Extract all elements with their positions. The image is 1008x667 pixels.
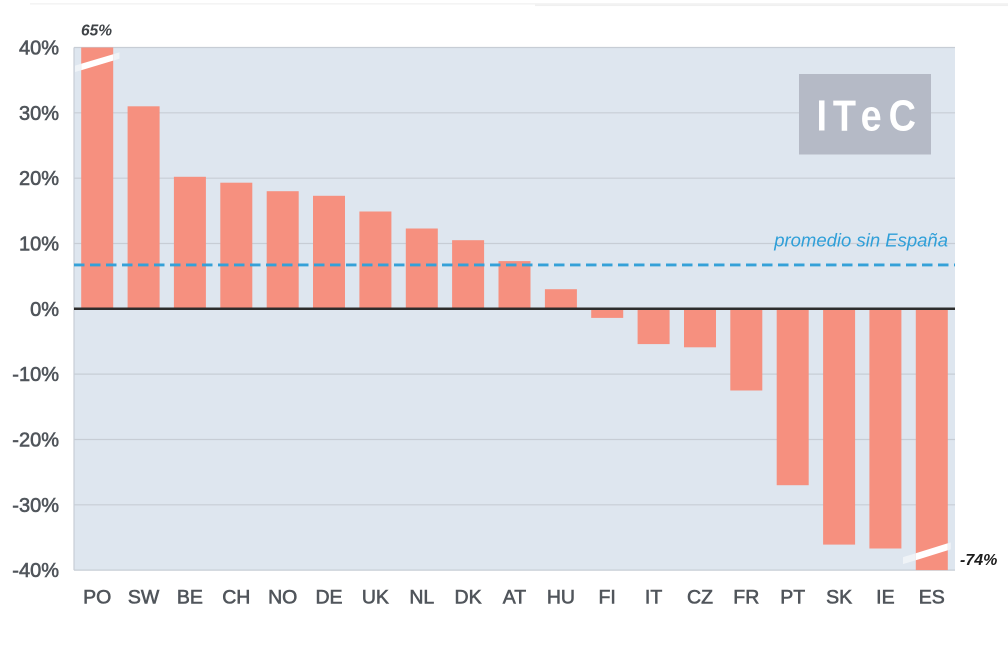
- svg-text:-20%: -20%: [12, 430, 59, 452]
- svg-text:I: I: [817, 91, 828, 140]
- svg-text:-10%: -10%: [12, 364, 59, 386]
- svg-text:DK: DK: [455, 587, 482, 609]
- svg-text:IE: IE: [876, 587, 894, 609]
- svg-text:0%: 0%: [30, 299, 59, 321]
- svg-text:20%: 20%: [19, 168, 59, 190]
- svg-text:NL: NL: [409, 587, 434, 609]
- svg-text:UK: UK: [362, 587, 389, 609]
- svg-text:C: C: [889, 91, 916, 140]
- svg-text:HU: HU: [547, 587, 575, 609]
- svg-text:-40%: -40%: [12, 560, 59, 582]
- svg-text:IT: IT: [645, 587, 662, 609]
- svg-text:FI: FI: [599, 587, 616, 609]
- svg-text:e: e: [861, 91, 882, 140]
- svg-text:30%: 30%: [19, 103, 59, 125]
- svg-text:BE: BE: [177, 587, 203, 609]
- svg-text:FR: FR: [733, 587, 759, 609]
- svg-text:T: T: [833, 91, 856, 140]
- svg-text:PO: PO: [83, 587, 111, 609]
- svg-text:CH: CH: [222, 587, 250, 609]
- svg-text:SK: SK: [826, 587, 852, 609]
- svg-text:ES: ES: [919, 587, 945, 609]
- svg-text:SW: SW: [128, 587, 160, 609]
- svg-text:CZ: CZ: [687, 587, 713, 609]
- svg-text:AT: AT: [503, 587, 527, 609]
- svg-text:10%: 10%: [19, 234, 59, 256]
- svg-text:65%: 65%: [81, 23, 112, 40]
- svg-text:40%: 40%: [19, 38, 59, 60]
- svg-text:promedio sin España: promedio sin España: [773, 230, 948, 251]
- svg-text:DE: DE: [315, 587, 342, 609]
- svg-text:NO: NO: [268, 587, 297, 609]
- svg-text:-74%: -74%: [960, 552, 997, 569]
- svg-text:PT: PT: [780, 587, 805, 609]
- svg-text:-30%: -30%: [12, 495, 59, 517]
